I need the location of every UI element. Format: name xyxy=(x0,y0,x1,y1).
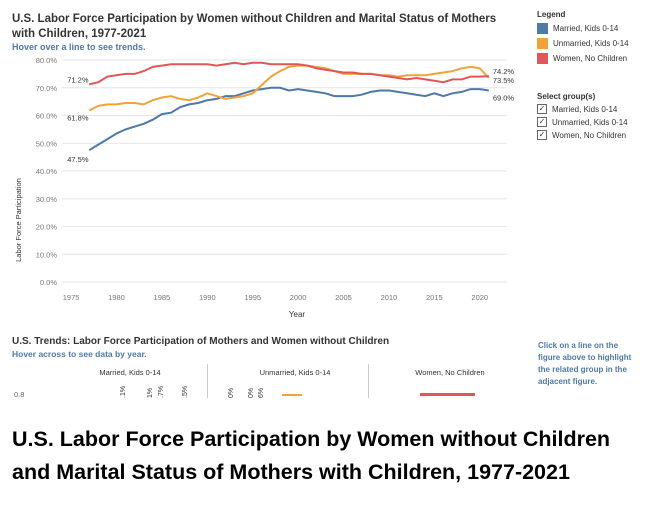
small-multiples-panel[interactable]: Married, Kids 0-14 Unmarried, Kids 0-14 … xyxy=(30,364,530,398)
y-tick-label: 10.0% xyxy=(36,250,58,259)
checkmark-icon[interactable]: ✓ xyxy=(537,104,547,114)
x-tick-label: 1985 xyxy=(154,293,171,302)
series-line-2[interactable] xyxy=(88,61,489,86)
side-note: Click on a line on the figure above to h… xyxy=(538,341,632,386)
line-chart[interactable]: 0.0% 10.0% 20.0% 30.0% 40.0% 50.0% 60.0% 70.0% 8… xyxy=(0,55,530,325)
y-axis-label: Labor Force Participation xyxy=(14,178,23,262)
partial-value-label: 0% xyxy=(248,387,255,398)
panel-divider xyxy=(368,364,369,398)
partial-value-label: .1% xyxy=(120,385,127,398)
partial-value-label: .7% xyxy=(158,385,165,398)
y-tick-label: 40.0% xyxy=(36,167,58,176)
x-tick-label: 2020 xyxy=(471,293,488,302)
start-data-label: 71.2% xyxy=(67,75,89,84)
y-tick-label: 80.0% xyxy=(36,56,58,65)
group-checkbox-married[interactable]: ✓ Married, Kids 0-14 xyxy=(537,104,617,114)
partial-value-label: .5% xyxy=(182,385,189,398)
group-checkbox-label: Unmarried, Kids 0-14 xyxy=(552,117,628,127)
x-tick-label: 1975 xyxy=(63,293,80,302)
legend-swatch xyxy=(537,23,548,34)
end-data-label: 74.2% xyxy=(493,67,515,76)
panel-label-married: Married, Kids 0-14 xyxy=(99,368,161,377)
lower-section-title: U.S. Trends: Labor Force Participation o… xyxy=(12,336,390,347)
end-data-label: 73.5% xyxy=(493,76,515,85)
start-data-label: 61.8% xyxy=(67,114,89,123)
series-line-0[interactable] xyxy=(88,86,489,152)
panel-divider xyxy=(207,364,208,398)
partial-value-label: 0% xyxy=(228,387,235,398)
unmarried-mini-line xyxy=(282,394,302,396)
y-tick-label: 20.0% xyxy=(36,223,58,232)
legend-swatch xyxy=(537,53,548,64)
group-selector-title: Select group(s) xyxy=(537,92,596,101)
x-tick-label: 1990 xyxy=(199,293,216,302)
lower-section-hint: Hover across to see data by year. xyxy=(12,349,147,359)
legend-label: Women, No Children xyxy=(553,54,628,63)
x-tick-label: 1995 xyxy=(244,293,261,302)
x-tick-label: 2010 xyxy=(381,293,398,302)
group-checkbox-no-children[interactable]: ✓ Women, No Children xyxy=(537,130,626,140)
panel-label-unmarried: Unmarried, Kids 0-14 xyxy=(259,368,331,377)
x-axis-ticks: 1975 1980 1985 1990 1995 2000 2005 2010 2015 2020 xyxy=(63,293,488,302)
y-tick-label: 70.0% xyxy=(36,84,58,93)
legend-item-unmarried[interactable]: Unmarried, Kids 0-14 xyxy=(537,38,629,49)
legend-item-no-children[interactable]: Women, No Children xyxy=(537,53,627,64)
y-tick-label: 60.0% xyxy=(36,112,58,121)
legend-label: Married, Kids 0-14 xyxy=(553,24,619,33)
no-children-mini-line xyxy=(420,393,475,396)
y-axis-ticks: 0.0% 10.0% 20.0% 30.0% 40.0% 50.0% 60.0% 70.0% 8… xyxy=(36,56,58,287)
x-tick-label: 2000 xyxy=(290,293,307,302)
x-tick-label: 2005 xyxy=(335,293,352,302)
checkmark-icon[interactable]: ✓ xyxy=(537,130,547,140)
lower-axis-value: 0.8 xyxy=(14,390,25,399)
x-tick-label: 1980 xyxy=(108,293,125,302)
group-checkbox-unmarried[interactable]: ✓ Unmarried, Kids 0-14 xyxy=(537,117,628,127)
x-axis-label: Year xyxy=(289,310,306,319)
partial-value-label: 6% xyxy=(258,387,265,398)
chart-grid xyxy=(62,59,507,283)
x-tick-label: 2015 xyxy=(426,293,443,302)
group-checkbox-label: Married, Kids 0-14 xyxy=(552,104,618,114)
end-data-label: 69.0% xyxy=(493,94,515,103)
legend-title: Legend xyxy=(537,10,566,19)
y-tick-label: 0.0% xyxy=(40,278,57,287)
series-line-1[interactable] xyxy=(88,64,490,112)
legend-label: Unmarried, Kids 0-14 xyxy=(553,39,629,48)
y-tick-label: 50.0% xyxy=(36,139,58,148)
checkmark-icon[interactable]: ✓ xyxy=(537,117,547,127)
hover-hint: Hover over a line to see trends. xyxy=(12,42,146,52)
start-data-label: 47.5% xyxy=(67,155,89,164)
figure-caption: U.S. Labor Force Participation by Women … xyxy=(12,427,611,484)
page-title: U.S. Labor Force Participation by Women … xyxy=(12,13,497,40)
legend-item-married[interactable]: Married, Kids 0-14 xyxy=(537,23,618,34)
group-checkbox-label: Women, No Children xyxy=(552,130,627,140)
data-labels: 71.2% 61.8% 47.5% 74.2%73.5% 69.0% xyxy=(67,67,514,164)
partial-value-label: 1% xyxy=(147,387,154,398)
chart-series[interactable] xyxy=(88,61,490,152)
legend-swatch xyxy=(537,38,548,49)
y-tick-label: 30.0% xyxy=(36,195,58,204)
panel-label-no-children: Women, No Children xyxy=(415,368,485,377)
